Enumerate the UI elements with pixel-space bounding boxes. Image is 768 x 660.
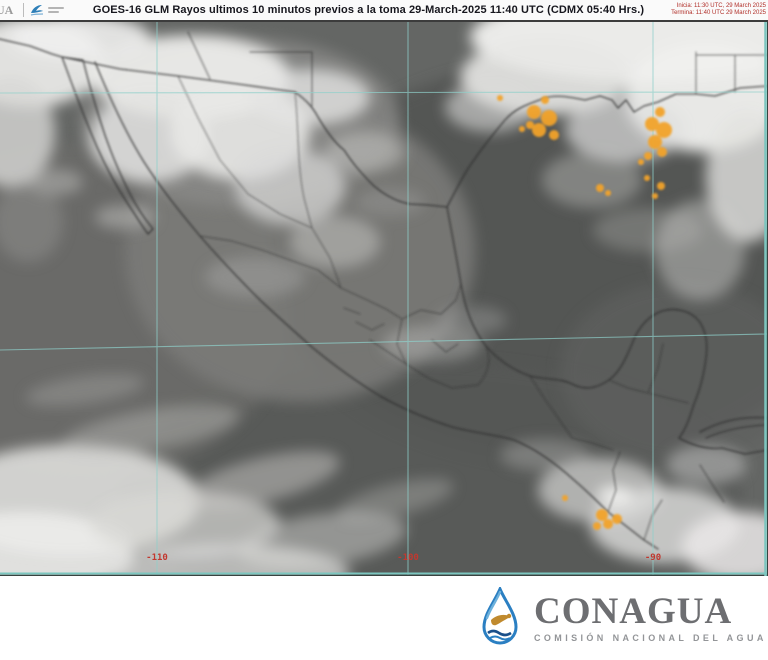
lightning-layer — [497, 95, 672, 530]
cropped-logo-fragment: UA — [0, 3, 14, 17]
satellite-map-canvas: -110 -100 -90 — [0, 22, 768, 576]
title-bar: UA GOES-16 GLM Rayos ultimos 10 minutos … — [0, 0, 768, 22]
lon-label: -90 — [645, 553, 661, 563]
conagua-brand: CONAGUA COMISIÓN NACIONAL DEL AGUA — [478, 587, 767, 649]
brand-name: CONAGUA — [534, 590, 733, 632]
graticule-layer — [0, 22, 768, 576]
satellite-map[interactable]: -110 -100 -90 — [0, 22, 768, 576]
scan-end-time: Termina: 11:40 UTC 29 March 2025 — [671, 10, 766, 16]
longitude-labels: -110 -100 -90 — [146, 553, 661, 563]
brand-text: CONAGUA COMISIÓN NACIONAL DEL AGUA — [534, 590, 767, 643]
scan-start-time: Inicia: 11:30 UTC, 29 March 2025 — [676, 3, 766, 9]
lon-label: -110 — [146, 553, 168, 563]
product-title: GOES-16 GLM Rayos ultimos 10 minutos pre… — [92, 4, 645, 16]
scan-times: Inicia: 11:30 UTC, 29 March 2025 Termina… — [665, 3, 768, 17]
smn-logo-text-lines — [48, 7, 64, 13]
brand-subtitle: COMISIÓN NACIONAL DEL AGUA — [534, 632, 767, 643]
border-layer — [0, 31, 768, 550]
conagua-drop-icon — [482, 587, 518, 645]
lon-label: -100 — [397, 553, 419, 563]
header-logos: UA — [0, 0, 64, 20]
logo-divider — [23, 3, 24, 17]
footer: CONAGUA COMISIÓN NACIONAL DEL AGUA — [0, 576, 768, 660]
smn-wave-icon — [30, 5, 44, 16]
